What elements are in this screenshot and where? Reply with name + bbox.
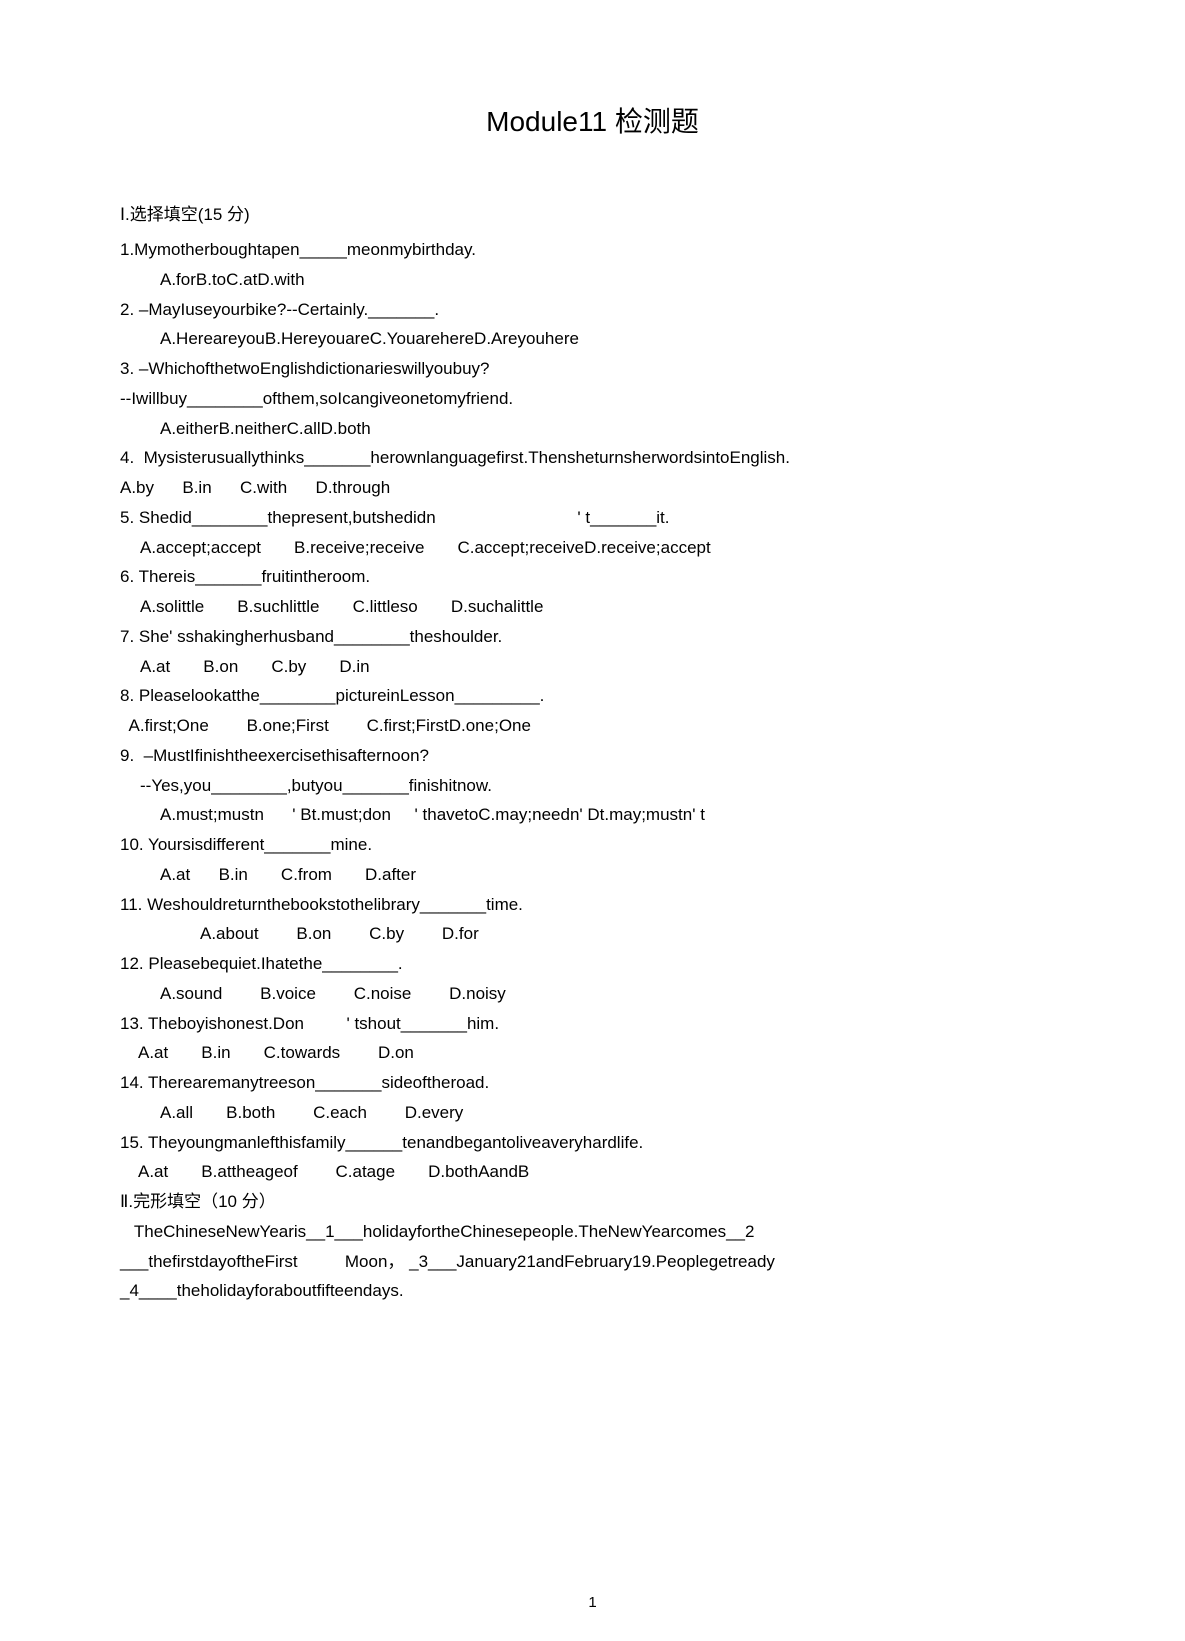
q6: 6. Thereis_______fruitintheroom. [120,562,1065,592]
q3-options: A.eitherB.neitherC.allD.both [120,414,1065,444]
q14-options: A.all B.both C.each D.every [120,1098,1065,1128]
q2-options: A.HereareyouB.HereyouareC.YouarehereD.Ar… [120,324,1065,354]
page-number: 1 [0,1594,1185,1611]
q9-options: A.must;mustn ' Bt.must;don ' thavetoC.ma… [120,800,1065,830]
q2: 2. –MayIuseyourbike?--Certainly._______. [120,295,1065,325]
q13: 13. Theboyishonest.Don ' tshout_______hi… [120,1009,1065,1039]
section-1-heading: Ⅰ.选择填空(15 分) [120,200,1065,225]
q4: 4. Mysisterusuallythinks_______herownlan… [120,443,1065,473]
document-title: Module11 检测题 [120,100,1065,140]
page: Module11 检测题 Ⅰ.选择填空(15 分) 1.Mymotherboug… [0,0,1185,1641]
q7-options: A.at B.on C.by D.in [120,652,1065,682]
q11: 11. Weshouldreturnthebookstothelibrary__… [120,890,1065,920]
q12: 12. Pleasebequiet.Ihatethe________. [120,949,1065,979]
q11-options: A.about B.on C.by D.for [120,919,1065,949]
q1-options: A.forB.toC.atD.with [120,265,1065,295]
q7: 7. She' sshakingherhusband________thesho… [120,622,1065,652]
q5: 5. Shedid________thepresent,butshedidn '… [120,503,1065,533]
passage-line-1: TheChineseNewYearis__1___holidayfortheCh… [120,1217,1065,1247]
q10-options: A.at B.in C.from D.after [120,860,1065,890]
q15-options: A.at B.attheageof C.atage D.bothAandB [120,1157,1065,1187]
q9: 9. –MustIfinishtheexercisethisafternoon? [120,741,1065,771]
q9-line2: --Yes,you________,butyou_______finishitn… [120,771,1065,801]
passage-line-3: _4____theholidayforaboutfifteendays. [120,1276,1065,1306]
q8-options: A.first;One B.one;First C.first;FirstD.o… [120,711,1065,741]
q1: 1.Mymotherboughtapen_____meonmybirthday. [120,235,1065,265]
q12-options: A.sound B.voice C.noise D.noisy [120,979,1065,1009]
q13-options: A.at B.in C.towards D.on [120,1038,1065,1068]
section-2-heading: Ⅱ.完形填空（10 分） [120,1187,1065,1217]
q8: 8. Pleaselookatthe________pictureinLesso… [120,681,1065,711]
passage-line-2: ___thefirstdayoftheFirst Moon， _3___Janu… [120,1247,1065,1277]
q15: 15. Theyoungmanlefthisfamily______tenand… [120,1128,1065,1158]
q3: 3. –WhichofthetwoEnglishdictionarieswill… [120,354,1065,384]
q4-options: A.by B.in C.with D.through [120,473,1065,503]
q14: 14. Therearemanytreeson_______sideofther… [120,1068,1065,1098]
q6-options: A.solittle B.suchlittle C.littleso D.suc… [120,592,1065,622]
q5-options: A.accept;accept B.receive;receive C.acce… [120,533,1065,563]
q3-line2: --Iwillbuy________ofthem,soIcangiveoneto… [120,384,1065,414]
q10: 10. Yoursisdifferent_______mine. [120,830,1065,860]
